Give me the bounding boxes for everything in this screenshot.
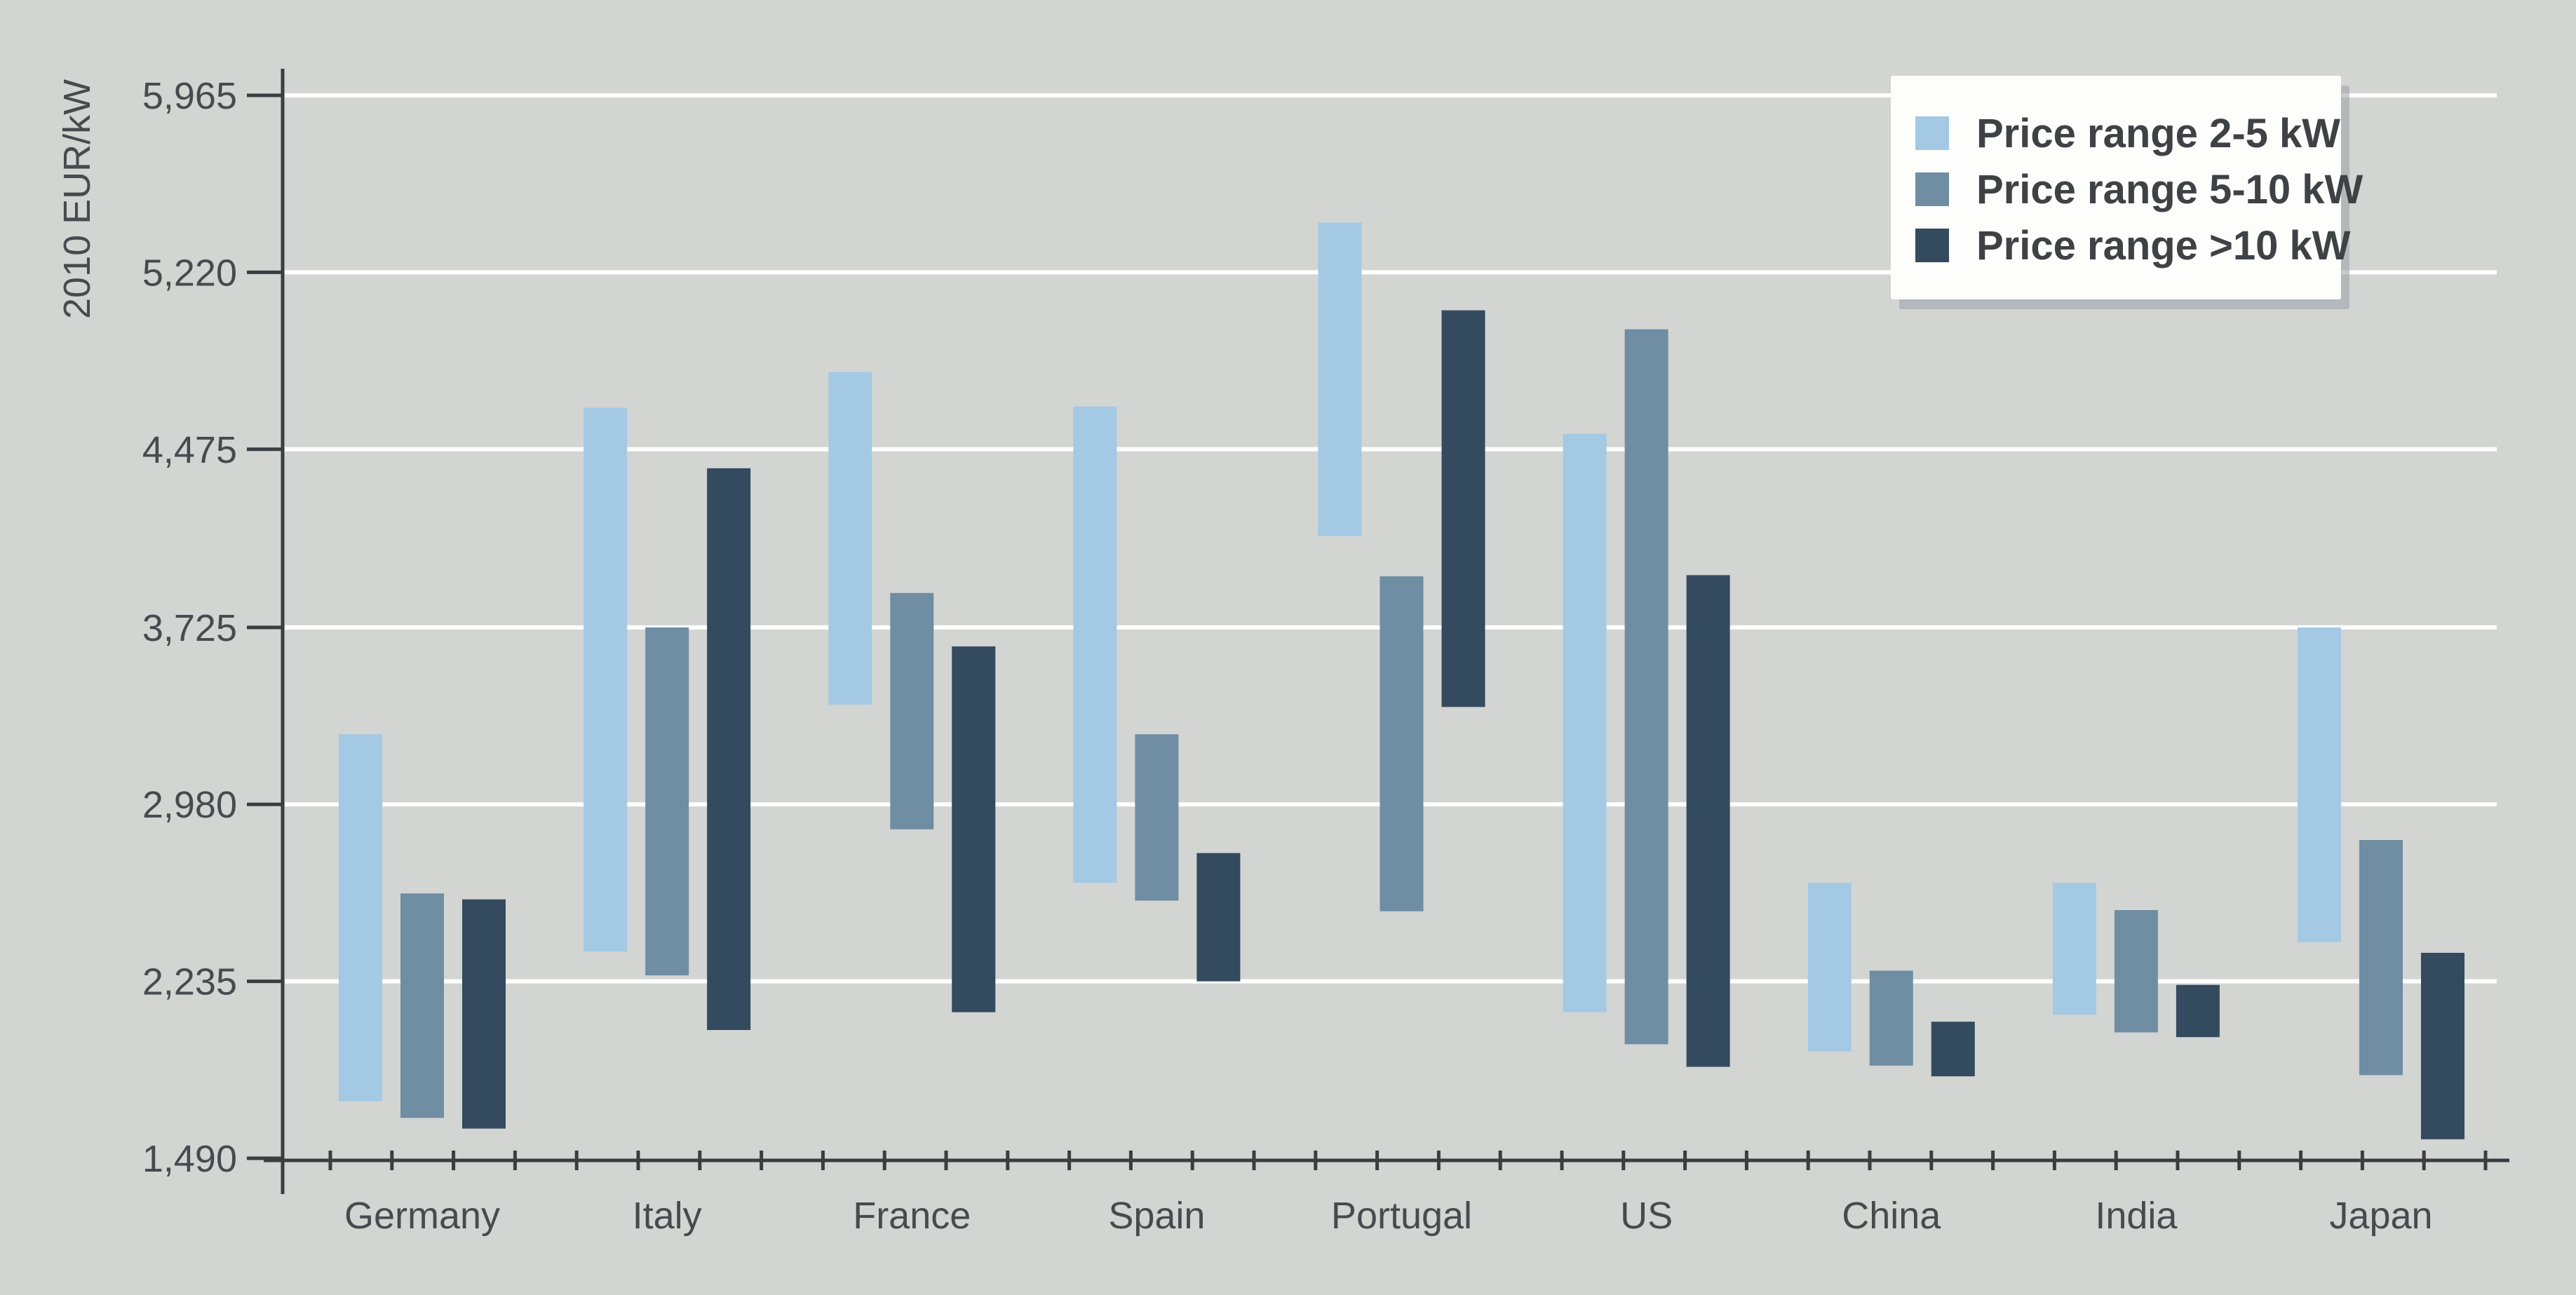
y-tick-label-2,980: 2,980 — [142, 784, 237, 826]
x-axis-label-india: India — [2095, 1195, 2178, 1237]
bars — [339, 222, 2464, 1139]
x-axis-label-italy: Italy — [633, 1195, 702, 1237]
bar-china-price-range-10-kw — [1931, 1022, 1975, 1077]
bar-germany-price-range-2-5-kw — [339, 734, 382, 1101]
legend-box — [1891, 76, 2341, 299]
bar-japan-price-range-2-5-kw — [2298, 627, 2341, 942]
bar-italy-price-range-10-kw — [707, 468, 751, 1031]
axes: 1,490 2,235 2,980 3,725 4,475 5,220 5,965 — [142, 69, 2509, 1194]
x-axis-label-france: France — [853, 1195, 971, 1237]
bar-germany-price-range-10-kw — [462, 899, 506, 1129]
bar-france-price-range-10-kw — [952, 646, 996, 1012]
y-tick-label-3,725: 3,725 — [142, 607, 237, 649]
bar-india-price-range-5-10-kw — [2114, 909, 2158, 1033]
bar-italy-price-range-2-5-kw — [584, 407, 628, 952]
bar-france-price-range-2-5-kw — [828, 372, 872, 705]
bar-india-price-range-2-5-kw — [2052, 883, 2096, 1015]
bar-spain-price-range-10-kw — [1196, 853, 1241, 982]
y-tick-label-5,220: 5,220 — [142, 252, 237, 294]
bar-italy-price-range-5-10-kw — [645, 627, 689, 976]
y-tick-label-4,475: 4,475 — [142, 429, 237, 471]
x-axis-label-us: US — [1620, 1195, 1673, 1237]
legend-swatch-price-range-5-10-kw — [1915, 172, 1949, 206]
x-axis-label-spain: Spain — [1108, 1195, 1205, 1237]
x-axis-label-germany: Germany — [344, 1195, 500, 1237]
bar-us-price-range-10-kw — [1686, 575, 1730, 1067]
legend-label-price-range-2-5-kw: Price range 2-5 kW — [1976, 111, 2340, 156]
bar-china-price-range-2-5-kw — [1807, 883, 1852, 1052]
bar-portugal-price-range-5-10-kw — [1380, 576, 1424, 911]
y-tick-label-5,965: 5,965 — [142, 75, 237, 117]
x-axis-label-japan: Japan — [2329, 1195, 2432, 1237]
bar-japan-price-range-5-10-kw — [2359, 840, 2403, 1076]
y-tick-label-1,490: 1,490 — [142, 1138, 237, 1180]
bar-france-price-range-5-10-kw — [890, 592, 934, 829]
bar-us-price-range-5-10-kw — [1624, 329, 1668, 1045]
bar-portugal-price-range-2-5-kw — [1318, 222, 1362, 536]
legend-swatch-price-range-10-kw — [1915, 229, 1949, 262]
bar-india-price-range-10-kw — [2176, 984, 2220, 1038]
bar-china-price-range-5-10-kw — [1869, 970, 1913, 1066]
y-axis-title: 2010 EUR/kW — [56, 79, 98, 319]
bar-spain-price-range-2-5-kw — [1073, 406, 1117, 883]
bar-japan-price-range-10-kw — [2421, 952, 2464, 1139]
bar-us-price-range-2-5-kw — [1563, 433, 1607, 1012]
legend: Price range 2-5 kW Price range 5-10 kW Pri… — [1891, 76, 2363, 309]
bar-spain-price-range-5-10-kw — [1135, 734, 1179, 901]
legend-swatch-price-range-2-5-kw — [1915, 116, 1949, 150]
y-tick-label-2,235: 2,235 — [142, 961, 237, 1003]
x-axis-label-portugal: Portugal — [1331, 1195, 1472, 1237]
x-axis-label-china: China — [1842, 1195, 1941, 1237]
bar-portugal-price-range-10-kw — [1441, 310, 1485, 707]
legend-label-price-range-5-10-kw: Price range 5-10 kW — [1976, 167, 2363, 212]
legend-label-price-range-10-kw: Price range >10 kW — [1976, 223, 2351, 269]
bar-germany-price-range-5-10-kw — [400, 893, 444, 1118]
x-axis-labels: Germany Italy France Spain Portugal US China In… — [344, 1195, 2433, 1237]
